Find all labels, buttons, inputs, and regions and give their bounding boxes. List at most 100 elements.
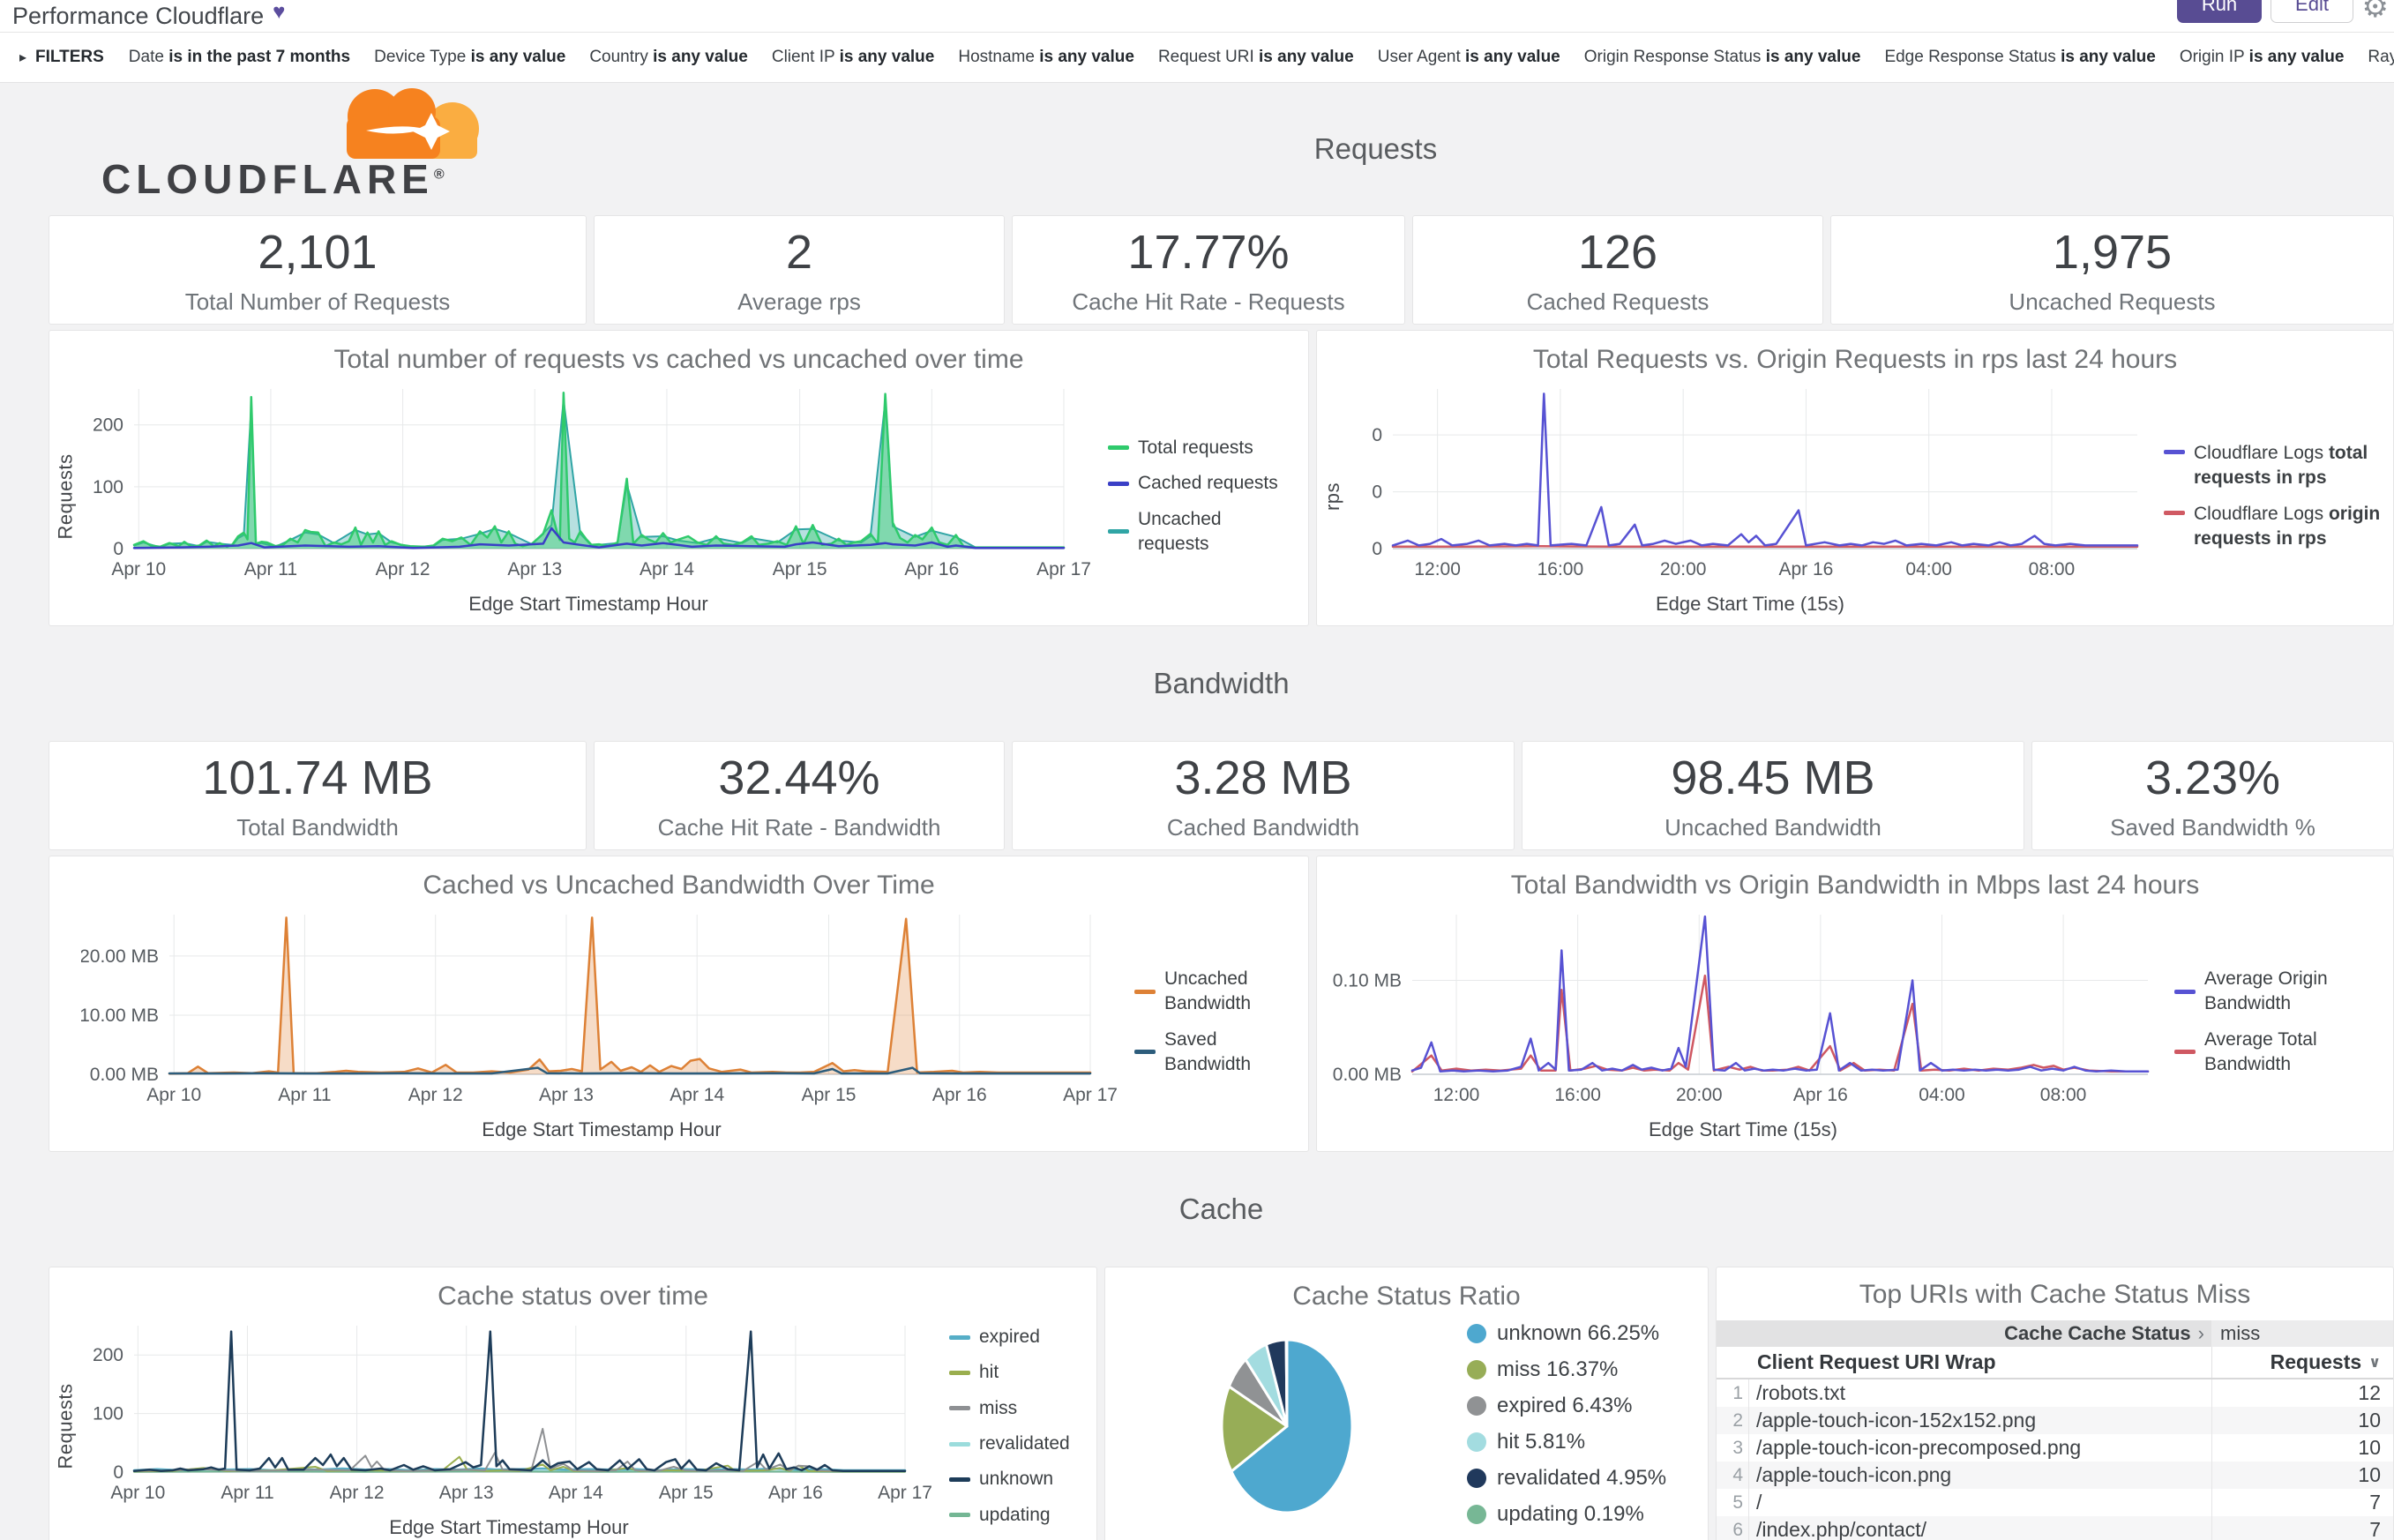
legend-item[interactable]: Saved Bandwidth xyxy=(1134,1028,1308,1078)
table-row[interactable]: 6/index.php/contact/7 xyxy=(1717,1516,2393,1540)
pie-slice-miss[interactable] xyxy=(1220,1385,1289,1473)
cell-requests[interactable]: 7 xyxy=(2211,1489,2393,1516)
filter-item[interactable]: Origin Response Status is any value xyxy=(1583,48,1861,66)
svg-text:Apr 15: Apr 15 xyxy=(802,1085,857,1105)
filter-item[interactable]: Client IP is any value xyxy=(771,48,935,66)
legend-item[interactable]: Average Total Bandwidth xyxy=(2174,1028,2393,1078)
filter-item[interactable]: Date is in the past 7 months xyxy=(128,48,351,66)
line-chart-bandwidth-24h[interactable]: 12:00 16:00 20:00 Apr 16 04:00 08:00 0.00 MB 0.… xyxy=(1324,902,2162,1118)
legend-item[interactable]: Total requests xyxy=(1108,436,1285,460)
svg-text:Apr 13: Apr 13 xyxy=(539,1085,594,1105)
filter-item[interactable]: Edge Response Status is any value xyxy=(1884,48,2156,66)
svg-text:16:00: 16:00 xyxy=(1537,559,1584,579)
svg-text:Apr 14: Apr 14 xyxy=(670,1085,724,1105)
legend-item[interactable]: revalidated xyxy=(949,1432,1082,1456)
gear-icon[interactable]: ⚙ xyxy=(2361,0,2389,24)
cloudflare-wordmark: CLOUDFLARE® xyxy=(101,156,445,202)
run-button[interactable]: Run xyxy=(2177,0,2262,23)
filters-toggle[interactable]: ▸ FILTERS xyxy=(19,48,104,67)
table-row[interactable]: 1/robots.txt 12 xyxy=(1717,1379,2393,1407)
filter-item[interactable]: Country is any value xyxy=(589,48,748,66)
pie-card-cache-ratio: Cache Status Ratio unknown 66.25% miss 16… xyxy=(1104,1267,1709,1540)
legend-item[interactable]: Cloudflare Logs origin requests in rps xyxy=(2164,502,2385,552)
legend-swatch xyxy=(949,1406,970,1411)
kpi-label: Total Number of Requests xyxy=(184,288,451,315)
cell-uri[interactable]: / xyxy=(1756,1491,1762,1514)
cache-row: Cache status over time Requests Apr 10 Ap… xyxy=(49,1267,2394,1540)
legend-item[interactable]: Cloudflare Logs total requests in rps xyxy=(2164,441,2385,491)
line-chart-bandwidth-over-time[interactable]: Apr 10 Apr 11 Apr 12 Apr 13 Apr 14 Apr 15 Apr … xyxy=(81,902,1122,1118)
svg-text:Apr 10: Apr 10 xyxy=(110,1483,165,1503)
pie-slice-unknown[interactable] xyxy=(1230,1338,1354,1514)
cell-requests[interactable]: 7 xyxy=(2211,1516,2393,1540)
legend-item[interactable]: expired xyxy=(949,1325,1082,1349)
pivot-header[interactable]: Cache Cache Status › xyxy=(1717,1320,2211,1347)
pie-chart-cache-ratio[interactable] xyxy=(1137,1313,1428,1534)
legend-item[interactable]: Uncached requests xyxy=(1108,507,1285,557)
cell-uri[interactable]: /robots.txt xyxy=(1756,1381,1845,1404)
kpi-label: Cache Hit Rate - Bandwidth xyxy=(657,813,941,841)
svg-text:0: 0 xyxy=(1372,482,1382,503)
pie-legend-item[interactable]: updating 0.19% xyxy=(1467,1502,1666,1527)
legend-item[interactable]: miss xyxy=(949,1396,1082,1421)
svg-text:04:00: 04:00 xyxy=(1905,559,1952,579)
kpi-tile-total-number-of-requests: 2,101 Total Number of Requests xyxy=(49,215,587,325)
edit-button[interactable]: Edit xyxy=(2271,0,2353,23)
pie-legend-item[interactable]: revalidated 4.95% xyxy=(1467,1466,1666,1491)
heart-icon: ♥ xyxy=(273,0,286,24)
column-header-uri[interactable]: Client Request URI Wrap xyxy=(1757,1350,1996,1373)
svg-text:Apr 14: Apr 14 xyxy=(640,559,694,579)
line-chart-requests-over-time[interactable]: Apr 10 Apr 11 Apr 12 Apr 13 Apr 14 Apr 15 Apr … xyxy=(81,377,1096,593)
logo-row: CLOUDFLARE® Requests xyxy=(49,88,2394,210)
filter-item[interactable]: RayID is any valu... xyxy=(2368,48,2394,66)
legend-swatch xyxy=(1108,481,1129,486)
pie-slice-updating[interactable] xyxy=(1284,1338,1289,1428)
legend-item[interactable]: updating xyxy=(949,1503,1082,1528)
svg-text:0.10 MB: 0.10 MB xyxy=(1333,971,1402,991)
pie-legend-item[interactable]: expired 6.43% xyxy=(1467,1394,1666,1418)
filter-item[interactable]: User Agent is any value xyxy=(1377,48,1560,66)
line-chart-rps-24h[interactable]: 12:00 16:00 20:00 Apr 16 04:00 08:00 0 0 0 xyxy=(1349,377,2151,593)
x-axis-title: Edge Start Timestamp Hour xyxy=(482,1118,722,1140)
dashboard-content: CLOUDFLARE® Requests 2,101 Total Number o… xyxy=(49,88,2394,1540)
legend-item[interactable]: Average Origin Bandwidth xyxy=(2174,967,2393,1017)
svg-text:Apr 12: Apr 12 xyxy=(408,1085,463,1105)
cell-uri[interactable]: /apple-touch-icon.png xyxy=(1756,1463,1952,1486)
legend-item[interactable]: hit xyxy=(949,1360,1082,1385)
cell-uri[interactable]: /apple-touch-icon-precomposed.png xyxy=(1756,1436,2082,1459)
legend-swatch xyxy=(949,1370,970,1375)
pie-legend: unknown 66.25% miss 16.37% expired 6.43% hi… xyxy=(1467,1321,1666,1527)
cell-requests[interactable]: 10 xyxy=(2211,1407,2393,1434)
cell-requests[interactable]: 10 xyxy=(2211,1462,2393,1489)
legend-item[interactable]: Uncached Bandwidth xyxy=(1134,967,1308,1017)
kpi-label: Uncached Bandwidth xyxy=(1665,813,1882,841)
filter-item[interactable]: Hostname is any value xyxy=(958,48,1134,66)
svg-text:Apr 16: Apr 16 xyxy=(932,1085,987,1105)
pie-legend-item[interactable]: hit 5.81% xyxy=(1467,1430,1666,1454)
kpi-row-requests: 2,101 Total Number of Requests 2 Average rp… xyxy=(49,215,2394,325)
legend-item[interactable]: unknown xyxy=(949,1467,1082,1491)
filter-item[interactable]: Request URI is any value xyxy=(1157,48,1354,66)
cell-uri[interactable]: /apple-touch-icon-152x152.png xyxy=(1756,1409,2037,1432)
filter-item[interactable]: Origin IP is any value xyxy=(2179,48,2345,66)
cell-uri[interactable]: /index.php/contact/ xyxy=(1756,1518,1927,1540)
column-header-requests[interactable]: Requests ∨ xyxy=(2211,1347,2393,1378)
legend-swatch xyxy=(949,1334,970,1340)
table-row[interactable]: 3/apple-touch-icon-precomposed.png 10 xyxy=(1717,1434,2393,1462)
cell-requests[interactable]: 10 xyxy=(2211,1434,2393,1462)
filter-item[interactable]: Device Type is any value xyxy=(374,48,566,66)
filters-label: FILTERS xyxy=(35,48,104,66)
chart-title: Total number of requests vs cached vs un… xyxy=(333,345,1024,374)
filter-bar: ▸ FILTERS Date is in the past 7 months De… xyxy=(0,33,2394,83)
pie-legend-item[interactable]: miss 16.37% xyxy=(1467,1357,1666,1382)
line-chart-cache-status[interactable]: Apr 10 Apr 11 Apr 12 Apr 13 Apr 14 Apr 15 Apr … xyxy=(81,1313,937,1516)
table-row[interactable]: 4/apple-touch-icon.png 10 xyxy=(1717,1462,2393,1489)
charts-row-bandwidth: Cached vs Uncached Bandwidth Over Time A… xyxy=(49,856,2394,1152)
table-row[interactable]: 2/apple-touch-icon-152x152.png 10 xyxy=(1717,1407,2393,1434)
table-row[interactable]: 5 / 7 xyxy=(1717,1489,2393,1516)
pie-legend-item[interactable]: unknown 66.25% xyxy=(1467,1321,1666,1346)
legend-item[interactable]: Cached requests xyxy=(1108,471,1285,496)
svg-text:0: 0 xyxy=(113,539,123,559)
filters-expand-icon: ▸ xyxy=(19,50,27,65)
cell-requests[interactable]: 12 xyxy=(2211,1379,2393,1407)
